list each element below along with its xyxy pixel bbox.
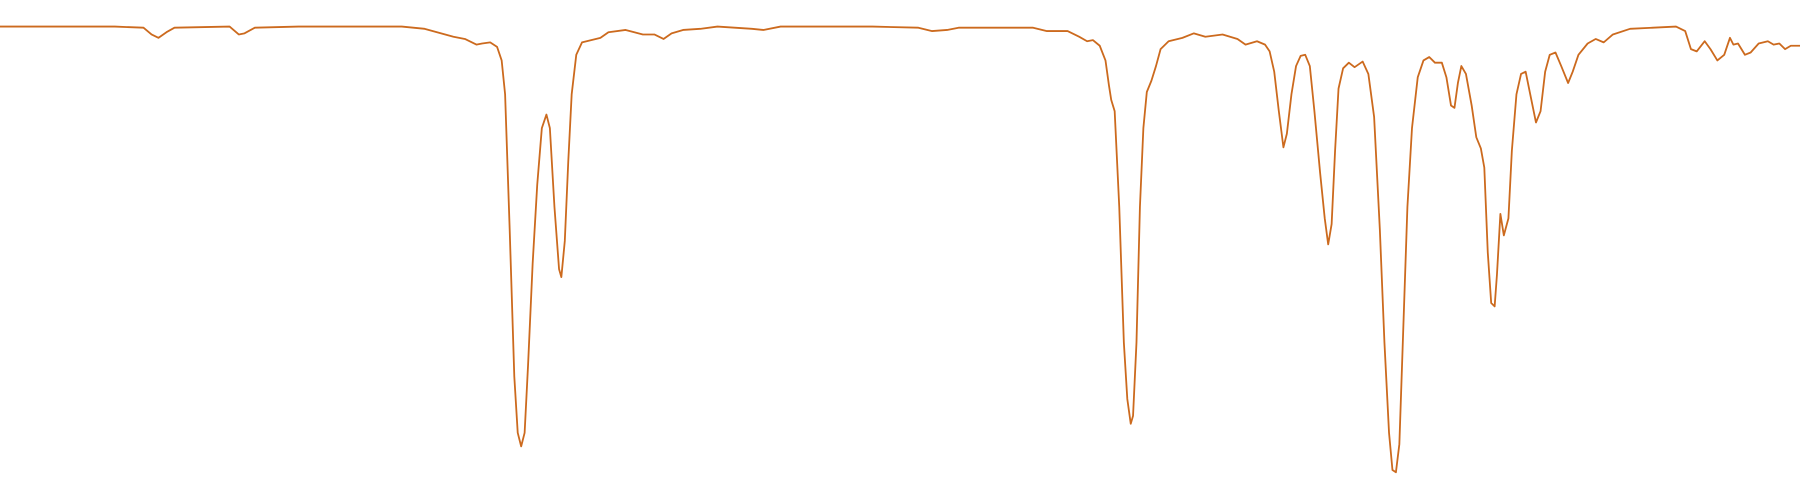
spectrum-line [0, 25, 1800, 474]
